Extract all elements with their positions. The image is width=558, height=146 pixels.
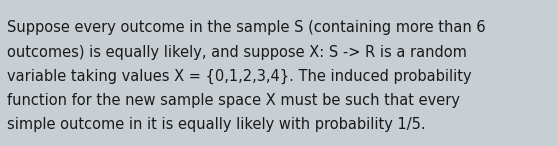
Text: outcomes) is equally likely, and suppose X: S -> R is a random: outcomes) is equally likely, and suppose… [7, 45, 466, 60]
Text: variable taking values X = {0,1,2,3,4}. The induced probability: variable taking values X = {0,1,2,3,4}. … [7, 69, 472, 84]
Text: function for the new sample space X must be such that every: function for the new sample space X must… [7, 93, 460, 108]
Text: simple outcome in it is equally likely with probability 1/5.: simple outcome in it is equally likely w… [7, 117, 425, 132]
Text: Suppose every outcome in the sample S (containing more than 6: Suppose every outcome in the sample S (c… [7, 20, 485, 35]
